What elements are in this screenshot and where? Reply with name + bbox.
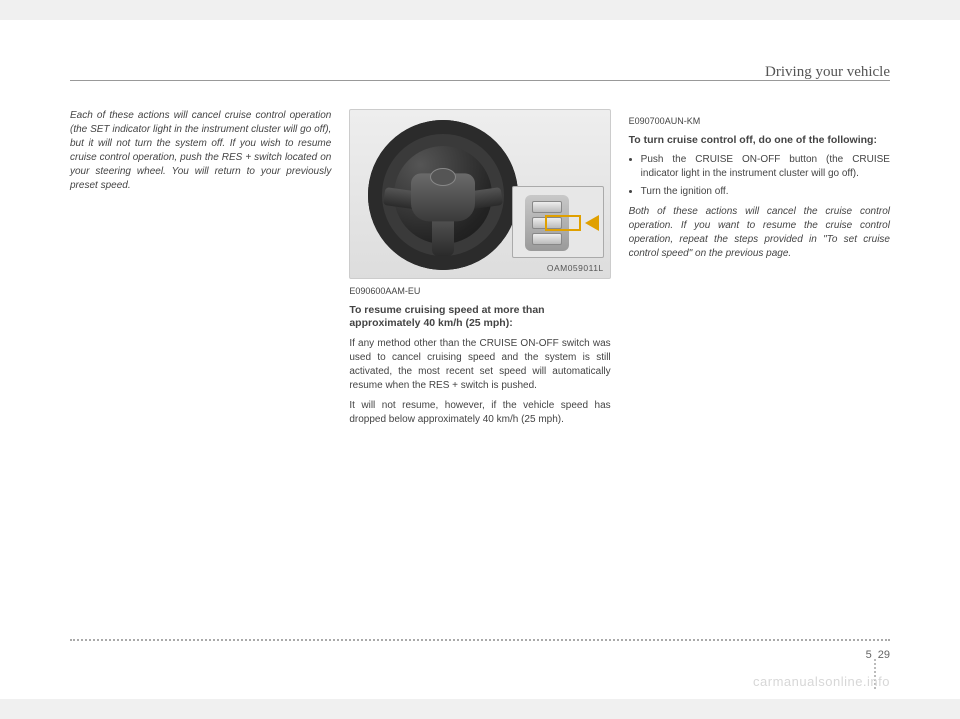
section-title: Driving your vehicle [765, 64, 890, 81]
steering-wheel-icon [368, 120, 518, 270]
page-number-value: 29 [878, 649, 890, 661]
manual-page: Driving your vehicle Each of these actio… [0, 20, 960, 699]
set-button-icon [532, 233, 562, 245]
col2-code: E090600AAM-EU [349, 285, 610, 298]
res-button-icon [532, 217, 562, 229]
watermark: carmanualsonline.info [753, 674, 890, 689]
col3-bullet2: Turn the ignition off. [641, 185, 890, 199]
column-1: Each of these actions will cancel cruise… [70, 109, 331, 433]
chapter-number: 5 [866, 649, 872, 661]
col3-bullets: Push the CRUISE ON-OFF button (the CRUIS… [629, 153, 890, 199]
footer-rule [70, 639, 890, 641]
col2-subhead: To resume cruising speed at more than ap… [349, 304, 610, 331]
col3-para1: Both of these actions will cancel the cr… [629, 205, 890, 261]
col1-para1: Each of these actions will cancel cruise… [70, 109, 331, 193]
cruise-button-icon [532, 201, 562, 213]
figure-code: OAM059011L [547, 263, 604, 275]
button-inset [512, 186, 604, 258]
content-columns: Each of these actions will cancel cruise… [70, 109, 890, 433]
header-rule [70, 80, 890, 81]
column-3: E090700AUN-KM To turn cruise control off… [629, 109, 890, 433]
col2-para1: If any method other than the CRUISE ON-O… [349, 337, 610, 393]
col2-para2: It will not resume, however, if the vehi… [349, 399, 610, 427]
steering-wheel-figure: OAM059011L [349, 109, 610, 279]
col3-code: E090700AUN-KM [629, 115, 890, 128]
column-2: OAM059011L E090600AAM-EU To resume cruis… [349, 109, 610, 433]
col3-bullet1: Push the CRUISE ON-OFF button (the CRUIS… [641, 153, 890, 181]
page-number: 5 29 [866, 649, 890, 661]
col3-subhead: To turn cruise control off, do one of th… [629, 134, 890, 148]
arrow-icon [585, 215, 599, 231]
